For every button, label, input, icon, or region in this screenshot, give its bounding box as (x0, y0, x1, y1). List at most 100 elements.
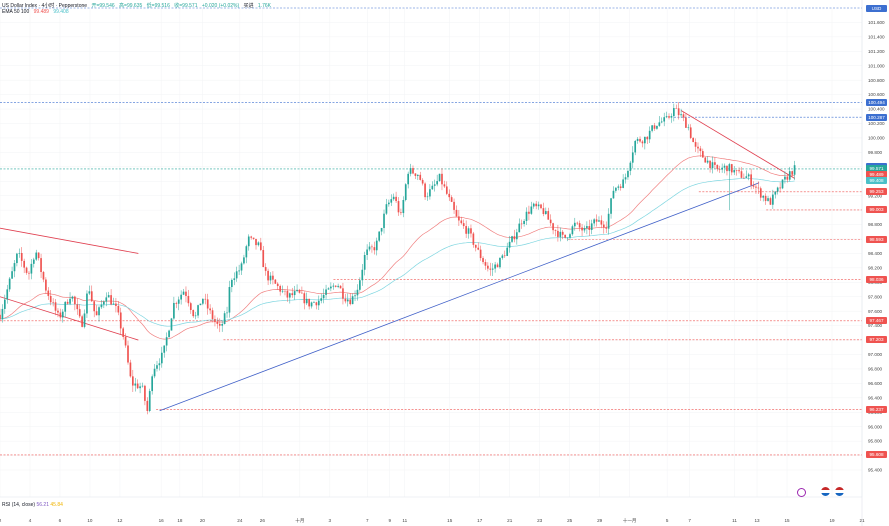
candle-body (622, 179, 624, 188)
candle-body (769, 198, 772, 205)
rsi-legend[interactable]: RSI (14, close) 56.21 45.84 (2, 502, 63, 508)
candle-body (216, 321, 219, 324)
candle-body (332, 285, 335, 287)
candle-body (8, 278, 11, 290)
x-tick-label: 26 (260, 518, 266, 523)
candle-body (57, 310, 59, 313)
x-tick-label: 16 (159, 518, 165, 523)
candle-body (535, 203, 538, 207)
candle-body (86, 293, 88, 314)
ema-label: EMA 50 100 (2, 9, 30, 15)
price-tag: 99.489 (866, 171, 887, 179)
y-tick-label: 100.400 (868, 107, 885, 112)
candle-body (474, 244, 477, 248)
candle-body (175, 302, 178, 304)
candle-body (238, 270, 240, 272)
ema-legend[interactable]: EMA 50 100 99.489 99.408 (2, 9, 72, 15)
candle-body (634, 140, 637, 153)
candle-body (583, 228, 586, 231)
candle-body (74, 296, 76, 305)
candle-body (366, 249, 368, 256)
candle-body (593, 219, 595, 224)
candle-body (774, 191, 777, 195)
candle-body (301, 292, 303, 294)
buy-label[interactable]: 买进 (243, 3, 254, 9)
candle-body (88, 291, 91, 294)
candle-body (156, 365, 158, 369)
ema-50-line (0, 155, 795, 340)
y-tick-label: 96.000 (868, 424, 882, 429)
candle-body (721, 167, 723, 170)
candle-body (257, 242, 260, 246)
candle-body (615, 187, 617, 191)
candle-body (431, 185, 434, 190)
candle-body (233, 278, 236, 280)
y-tick-label: 97.800 (868, 294, 882, 299)
candle-body (247, 236, 250, 247)
candle-body (670, 116, 673, 118)
candle-body (581, 227, 583, 231)
candle-body (136, 383, 139, 389)
candle-body (13, 263, 16, 272)
candle-body (532, 203, 535, 207)
candle-body (651, 125, 653, 131)
candle-body (371, 246, 373, 248)
candle-body (16, 253, 18, 264)
candle-body (160, 352, 163, 364)
candle-body (42, 272, 45, 280)
candle-body (170, 318, 173, 331)
candle-body (11, 271, 13, 279)
candle-body (586, 226, 588, 229)
trendline-channel-upper (0, 227, 139, 254)
candle-body (383, 213, 385, 229)
candle-body (786, 176, 789, 180)
candle-body (470, 228, 472, 234)
candle-body (672, 108, 675, 117)
candle-body (605, 227, 608, 229)
candle-body (25, 267, 28, 273)
y-tick-label: 98.400 (868, 251, 882, 256)
candle-body (491, 268, 494, 270)
y-tick-label: 95.400 (868, 468, 882, 473)
candle-body (148, 391, 151, 411)
candle-body (660, 121, 663, 123)
candle-body (714, 162, 716, 165)
candle-body (218, 323, 221, 326)
candle-body (18, 252, 21, 254)
candle-body (755, 186, 757, 188)
candle-body (330, 286, 332, 289)
candle-body (781, 179, 784, 189)
candle-body (349, 299, 352, 305)
candle-body (3, 299, 6, 309)
candle-body (680, 114, 682, 116)
candle-body (6, 289, 9, 300)
candle-body (281, 290, 284, 292)
flag-us-icon[interactable] (821, 487, 830, 496)
candle-body (467, 228, 470, 234)
candle-body (530, 206, 533, 214)
candle-body (308, 298, 310, 307)
candle-body (412, 168, 414, 174)
candle-body (506, 247, 509, 256)
candle-body (641, 141, 644, 144)
x-tick-label: 7 (688, 518, 691, 523)
candle-body (460, 220, 463, 224)
replay-icon[interactable] (797, 488, 806, 497)
candle-body (267, 270, 269, 281)
candle-body (602, 224, 605, 228)
candle-body (752, 185, 755, 187)
candle-body (552, 223, 554, 231)
candle-body (438, 173, 441, 182)
candle-body (293, 291, 296, 296)
candle-body (689, 127, 692, 138)
candle-body (416, 174, 419, 176)
candle-body (489, 268, 492, 270)
candle-body (288, 293, 291, 298)
candle-body (646, 136, 649, 140)
candle-body (409, 168, 412, 174)
flag-us-icon-2[interactable] (835, 487, 844, 496)
candle-body (648, 130, 651, 140)
candle-body (269, 275, 272, 281)
candle-body (627, 170, 629, 178)
